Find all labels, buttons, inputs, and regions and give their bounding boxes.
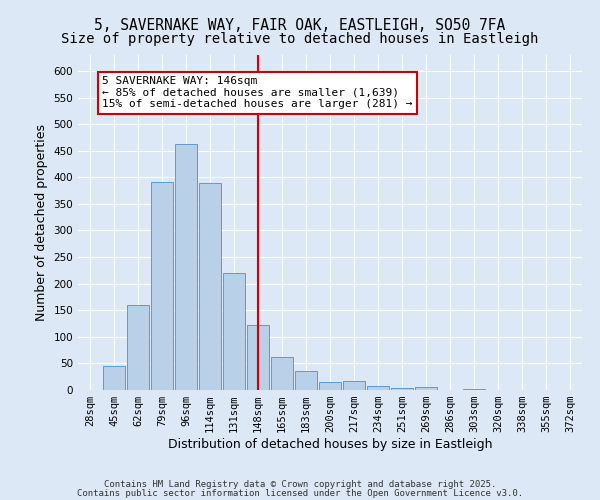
Bar — [343, 381, 365, 390]
Text: 5, SAVERNAKE WAY, FAIR OAK, EASTLEIGH, SO50 7FA: 5, SAVERNAKE WAY, FAIR OAK, EASTLEIGH, S… — [94, 18, 506, 32]
Bar — [463, 389, 485, 390]
Text: Contains public sector information licensed under the Open Government Licence v3: Contains public sector information licen… — [77, 488, 523, 498]
Bar — [271, 357, 293, 390]
Bar — [247, 325, 269, 390]
Bar — [175, 144, 197, 390]
Bar — [199, 182, 221, 390]
Text: 5 SAVERNAKE WAY: 146sqm
← 85% of detached houses are smaller (1,639)
15% of semi: 5 SAVERNAKE WAY: 146sqm ← 85% of detache… — [102, 76, 413, 110]
Bar — [151, 182, 173, 390]
Bar — [223, 273, 245, 390]
Bar — [127, 305, 149, 390]
Y-axis label: Number of detached properties: Number of detached properties — [35, 124, 48, 321]
Text: Contains HM Land Registry data © Crown copyright and database right 2025.: Contains HM Land Registry data © Crown c… — [104, 480, 496, 489]
Bar — [367, 386, 389, 390]
Bar — [391, 388, 413, 390]
Bar — [103, 366, 125, 390]
X-axis label: Distribution of detached houses by size in Eastleigh: Distribution of detached houses by size … — [168, 438, 492, 451]
Bar — [319, 382, 341, 390]
Bar — [415, 388, 437, 390]
Text: Size of property relative to detached houses in Eastleigh: Size of property relative to detached ho… — [61, 32, 539, 46]
Bar — [295, 372, 317, 390]
